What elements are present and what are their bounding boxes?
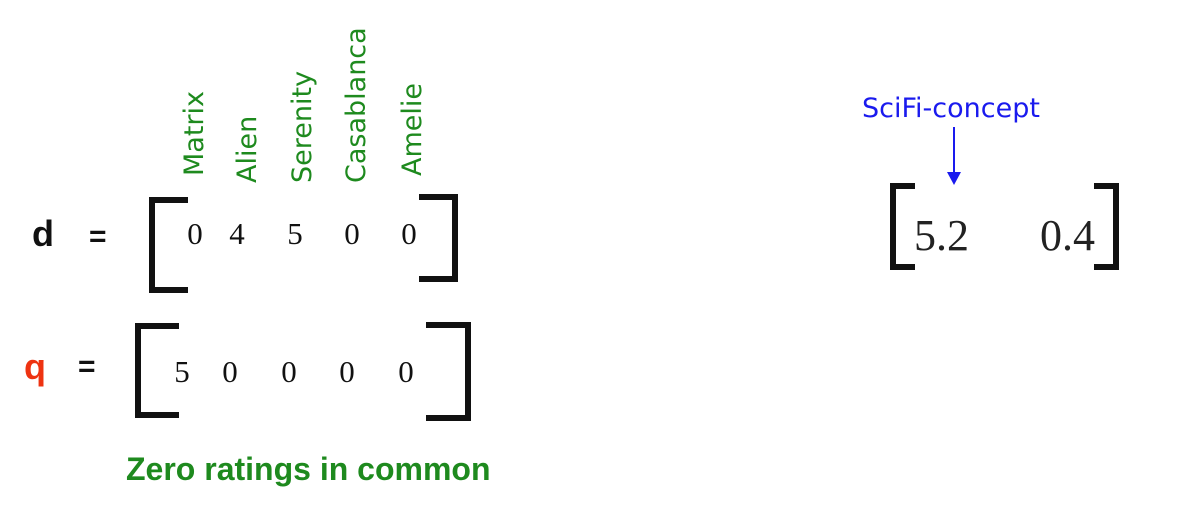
q-value: 5	[174, 354, 190, 389]
d-value: 0	[187, 216, 203, 251]
concept-left-bracket	[890, 183, 915, 270]
concept-label: SciFi-concept	[862, 93, 1040, 124]
q-vector-name: q	[24, 346, 46, 387]
q-equals-sign: =	[78, 350, 96, 383]
concept-value: 0.4	[1040, 211, 1095, 260]
q-value: 0	[222, 354, 238, 389]
caption-zero-ratings: Zero ratings in common	[126, 451, 491, 487]
concept-right-bracket	[1094, 183, 1119, 270]
d-value: 0	[344, 216, 360, 251]
d-value: 5	[287, 216, 303, 251]
q-value: 0	[281, 354, 297, 389]
d-vector-name: d	[32, 213, 54, 254]
q-right-bracket	[426, 322, 471, 421]
arrow-down-icon	[947, 127, 961, 185]
d-value: 0	[401, 216, 417, 251]
concept-value: 5.2	[914, 211, 969, 260]
d-right-bracket	[419, 194, 458, 282]
d-left-bracket	[149, 197, 188, 293]
q-value: 0	[398, 354, 414, 389]
q-value: 0	[339, 354, 355, 389]
d-value: 4	[229, 216, 245, 251]
q-left-bracket	[135, 323, 179, 418]
d-equals-sign: =	[89, 220, 107, 253]
